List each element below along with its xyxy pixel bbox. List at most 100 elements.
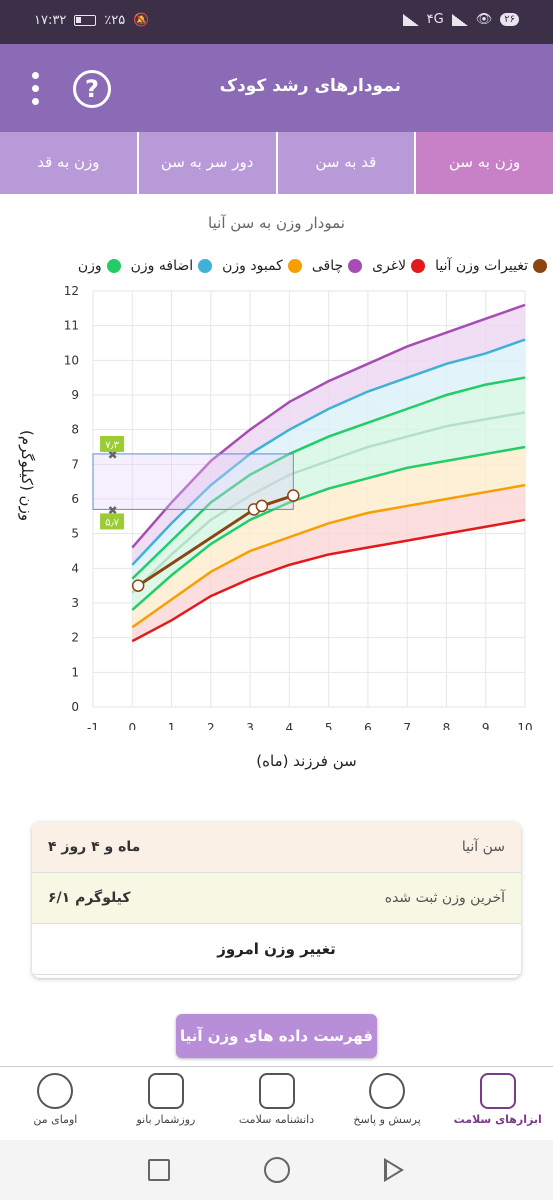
nav-label: ابزارهای سلامت [453, 1113, 542, 1126]
band-area [132, 485, 526, 642]
series-line [131, 445, 526, 611]
notification-count: ۲۶ [500, 13, 519, 26]
clock: ۱۷:۳۲ [34, 13, 67, 28]
eye-icon: 👁 [475, 12, 493, 27]
y-tick-label: 2 [71, 631, 79, 645]
series-line [131, 483, 526, 629]
profile-icon [37, 1073, 74, 1109]
home-button[interactable] [264, 1157, 290, 1183]
weight-list-button[interactable]: فهرست داده های وزن آنیا [176, 1014, 377, 1058]
system-nav-bar [0, 1140, 553, 1200]
x-tick-label: 6 [364, 721, 372, 730]
series-line [131, 376, 526, 580]
more-menu-icon[interactable] [30, 72, 40, 108]
series-line [131, 338, 526, 566]
tab-weight-height[interactable]: وزن به قد [37, 153, 100, 171]
x-axis-label: سن فرزند (ماه) [256, 752, 357, 770]
info-card: ۴ ماه و ۴ روز سن آنیا ۶/۱ کیلوگرم آخرین … [32, 822, 521, 978]
band-area [132, 412, 526, 610]
change-weight-button[interactable]: تغییر وزن امروز [32, 924, 521, 975]
x-tick-label: 10 [517, 721, 532, 730]
recent-apps-button[interactable] [148, 1159, 170, 1181]
signal-icon-2 [451, 13, 468, 26]
series-line [131, 518, 526, 643]
tab-height-age[interactable]: قد به سن [275, 132, 415, 194]
child-weight-point [255, 499, 269, 513]
tab-head-age[interactable]: دور سر به سن [136, 132, 276, 194]
legend-obese: چاقی [312, 258, 363, 274]
question-bubble-icon [369, 1073, 406, 1109]
nav-calendar[interactable]: روزشمار بانو [111, 1067, 222, 1140]
range-label: ۵٫۷ [105, 517, 120, 528]
series-line [131, 411, 526, 594]
range-label-bg [100, 513, 125, 530]
range-label: ۷٫۳ [105, 440, 120, 451]
age-label: سن آنیا [461, 839, 505, 855]
y-tick-label: 1 [71, 665, 79, 679]
band-area [132, 447, 526, 628]
mute-icon: 🔕 [133, 13, 150, 28]
y-tick-label: 3 [71, 596, 79, 610]
range-marker: ✖ [108, 503, 118, 517]
legend-normal: وزن [78, 258, 121, 274]
weight-label: آخرین وزن ثبت شده [384, 890, 505, 906]
weight-value: ۶/۱ کیلوگرم [48, 890, 131, 906]
y-tick-label: 4 [71, 561, 79, 575]
y-tick-label: 10 [64, 353, 79, 367]
x-tick-label: 9 [482, 721, 490, 730]
y-tick-label: 8 [71, 423, 79, 437]
nav-encyclopedia[interactable]: دانشنامه سلامت [221, 1067, 332, 1140]
y-tick-label: 9 [71, 388, 79, 402]
network-type: ۴G [426, 12, 444, 27]
band-area [132, 339, 526, 579]
legend-thin: لاغری [372, 258, 426, 274]
x-tick-label: 4 [286, 721, 294, 730]
battery-icon [74, 15, 97, 26]
y-tick-label: 0 [71, 700, 79, 714]
series-line [131, 303, 526, 549]
nav-label: روزشمار بانو [136, 1113, 196, 1126]
y-axis-label: وزن (کیلوگرم) [18, 430, 36, 522]
legend-swatch [198, 259, 213, 273]
status-left: ۱۷:۳۲ ٪۲۵ 🔕 [34, 13, 149, 28]
y-tick-label: 12 [64, 284, 79, 298]
help-icon[interactable]: ? [73, 70, 111, 108]
nav-health-tools[interactable]: ابزارهای سلامت [442, 1067, 553, 1140]
legend-swatch [533, 259, 547, 273]
nav-label: اومای من [33, 1113, 78, 1126]
y-tick-label: 5 [71, 527, 79, 541]
status-bar: ۱۷:۳۲ ٪۲۵ 🔕 ۴G 👁 ۲۶ [0, 0, 553, 44]
age-value: ۴ ماه و ۴ روز [48, 839, 141, 855]
bottom-nav: ابزارهای سلامت پرسش و پاسخ دانشنامه سلام… [0, 1066, 553, 1140]
signal-icon [402, 13, 419, 26]
x-tick-label: 5 [325, 721, 333, 730]
battery-level: ٪۲۵ [104, 13, 126, 28]
legend-child: تغییرات وزن آنیا [435, 258, 547, 274]
back-button[interactable] [384, 1158, 404, 1182]
chart-title: نمودار وزن به سن آنیا [208, 214, 345, 232]
y-tick-label: 6 [71, 492, 79, 506]
legend-swatch [287, 259, 302, 273]
x-tick-label: 0 [128, 721, 136, 730]
legend-swatch [348, 259, 363, 273]
age-row: ۴ ماه و ۴ روز سن آنیا [32, 822, 521, 873]
x-tick-label: 7 [403, 721, 411, 730]
nav-profile[interactable]: اومای من [0, 1067, 111, 1140]
book-icon [258, 1073, 295, 1109]
status-right: ۴G 👁 ۲۶ [402, 12, 519, 27]
child-weight-point [287, 489, 300, 502]
calendar-icon [147, 1073, 184, 1109]
x-tick-label: 3 [246, 721, 254, 730]
child-weight-point [131, 579, 145, 592]
legend-overweight: اضافه وزن [131, 258, 213, 274]
chart-tabs: وزن به سن قد به سن دور سر به سن وزن به ق… [0, 132, 553, 194]
nav-label: دانشنامه سلامت [238, 1113, 315, 1126]
nav-label: پرسش و پاسخ [353, 1113, 421, 1126]
tab-weight-age[interactable]: وزن به سن [414, 132, 553, 194]
nav-qa[interactable]: پرسش و پاسخ [332, 1067, 443, 1140]
range-marker: ✖ [108, 448, 118, 462]
y-tick-label: 11 [64, 319, 79, 333]
range-label-bg [100, 435, 125, 452]
weight-row: ۶/۱ کیلوگرم آخرین وزن ثبت شده [32, 873, 521, 924]
